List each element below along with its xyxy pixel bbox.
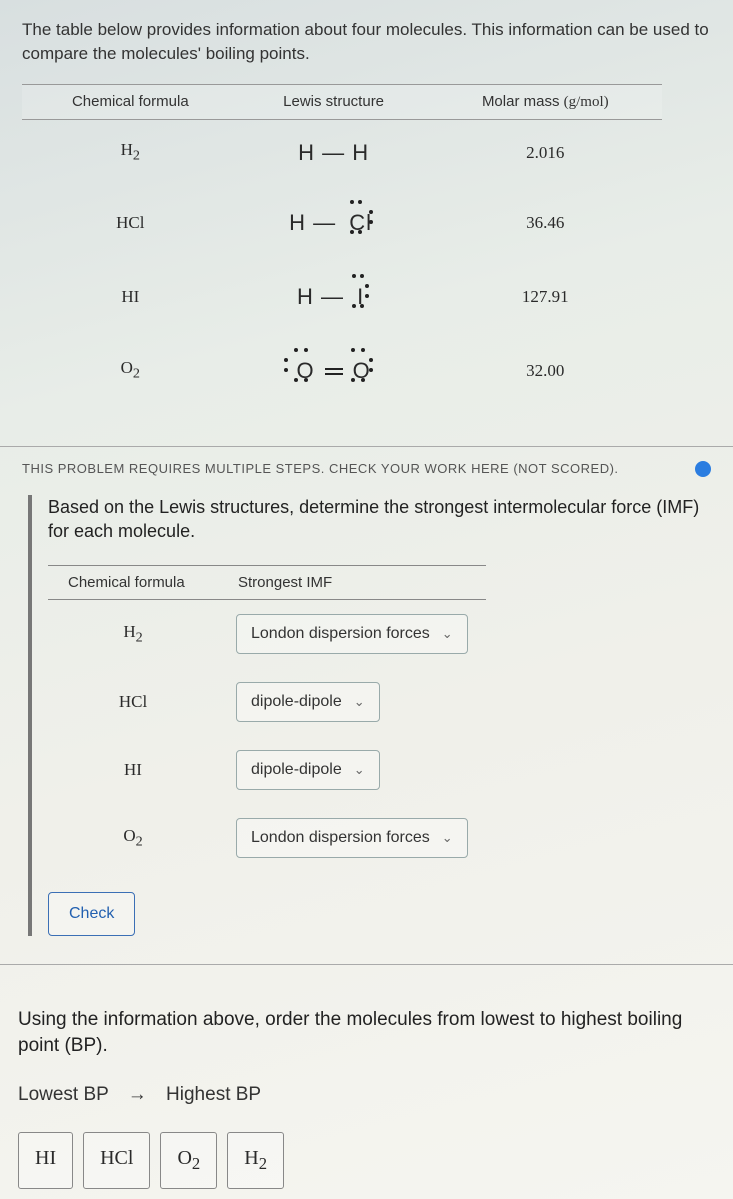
cell-imf: London dispersion forces ⌄ xyxy=(218,600,486,669)
order-tile[interactable]: H2 xyxy=(227,1132,284,1189)
table-row: HI dipole-dipole ⌄ xyxy=(48,736,486,804)
cell-mass: 2.016 xyxy=(429,119,662,186)
cell-imf: London dispersion forces ⌄ xyxy=(218,804,486,872)
cell-formula: HI xyxy=(22,260,239,334)
cell-imf: dipole-dipole ⌄ xyxy=(218,736,486,804)
cell-imf: dipole-dipole ⌄ xyxy=(218,668,486,736)
question-order: Using the information above, order the m… xyxy=(18,1007,711,1058)
steps-note-text: THIS PROBLEM REQUIRES MULTIPLE STEPS. CH… xyxy=(22,461,619,476)
table-row: O2 London dispersion forces ⌄ xyxy=(48,804,486,872)
table-row: O2OO32.00 xyxy=(22,334,662,408)
table-row: H2 London dispersion forces ⌄ xyxy=(48,600,486,669)
chevron-down-icon: ⌄ xyxy=(442,626,453,642)
cell-lewis: OO xyxy=(239,334,429,408)
cell-formula: HI xyxy=(48,736,218,804)
chevron-down-icon: ⌄ xyxy=(354,762,365,778)
cell-lewis: H — Cl xyxy=(239,186,429,260)
imf-col-formula: Chemical formula xyxy=(48,566,218,600)
dropdown-value: dipole-dipole xyxy=(251,761,342,779)
cell-formula: O2 xyxy=(48,804,218,872)
dropdown-value: London dispersion forces xyxy=(251,829,430,847)
col-formula-header: Chemical formula xyxy=(22,84,239,119)
order-tile[interactable]: HI xyxy=(18,1132,73,1189)
cell-lewis: H — H xyxy=(239,119,429,186)
check-button[interactable]: Check xyxy=(48,892,135,936)
table-row: H2H — H2.016 xyxy=(22,119,662,186)
cell-lewis: H — I xyxy=(239,260,429,334)
imf-col-imf: Strongest IMF xyxy=(218,566,486,600)
imf-answer-table: Chemical formula Strongest IMF H2 London… xyxy=(48,565,486,872)
imf-dropdown[interactable]: London dispersion forces ⌄ xyxy=(236,614,468,654)
cell-mass: 36.46 xyxy=(429,186,662,260)
cell-formula: H2 xyxy=(22,119,239,186)
bp-range-label: Lowest BP → Highest BP xyxy=(18,1084,711,1106)
table-row: HClH — Cl36.46 xyxy=(22,186,662,260)
arrow-right-icon: → xyxy=(128,1084,147,1106)
question-block: Based on the Lewis structures, determine… xyxy=(28,495,711,937)
chevron-down-icon: ⌄ xyxy=(354,694,365,710)
cell-formula: H2 xyxy=(48,600,218,669)
cell-mass: 32.00 xyxy=(429,334,662,408)
ordering-tiles-row: HIHClO2H2 xyxy=(18,1132,711,1189)
imf-dropdown[interactable]: dipole-dipole ⌄ xyxy=(236,682,380,722)
divider xyxy=(0,446,733,447)
cell-formula: O2 xyxy=(22,334,239,408)
chevron-down-icon: ⌄ xyxy=(442,830,453,846)
dropdown-value: London dispersion forces xyxy=(251,625,430,643)
cell-formula: HCl xyxy=(22,186,239,260)
col-lewis-header: Lewis structure xyxy=(239,84,429,119)
imf-dropdown[interactable]: dipole-dipole ⌄ xyxy=(236,750,380,790)
steps-note-row: THIS PROBLEM REQUIRES MULTIPLE STEPS. CH… xyxy=(22,461,711,477)
cell-mass: 127.91 xyxy=(429,260,662,334)
order-tile[interactable]: HCl xyxy=(83,1132,150,1189)
status-dot-icon xyxy=(695,461,711,477)
imf-dropdown[interactable]: London dispersion forces ⌄ xyxy=(236,818,468,858)
dropdown-value: dipole-dipole xyxy=(251,693,342,711)
table-row: HCl dipole-dipole ⌄ xyxy=(48,668,486,736)
question-imf: Based on the Lewis structures, determine… xyxy=(48,495,711,544)
divider xyxy=(0,964,733,965)
cell-formula: HCl xyxy=(48,668,218,736)
table-row: HIH — I127.91 xyxy=(22,260,662,334)
intro-text: The table below provides information abo… xyxy=(22,18,711,66)
order-tile[interactable]: O2 xyxy=(160,1132,217,1189)
molecule-data-table: Chemical formula Lewis structure Molar m… xyxy=(22,84,662,408)
col-mass-header: Molar mass (g/mol) xyxy=(429,84,662,119)
